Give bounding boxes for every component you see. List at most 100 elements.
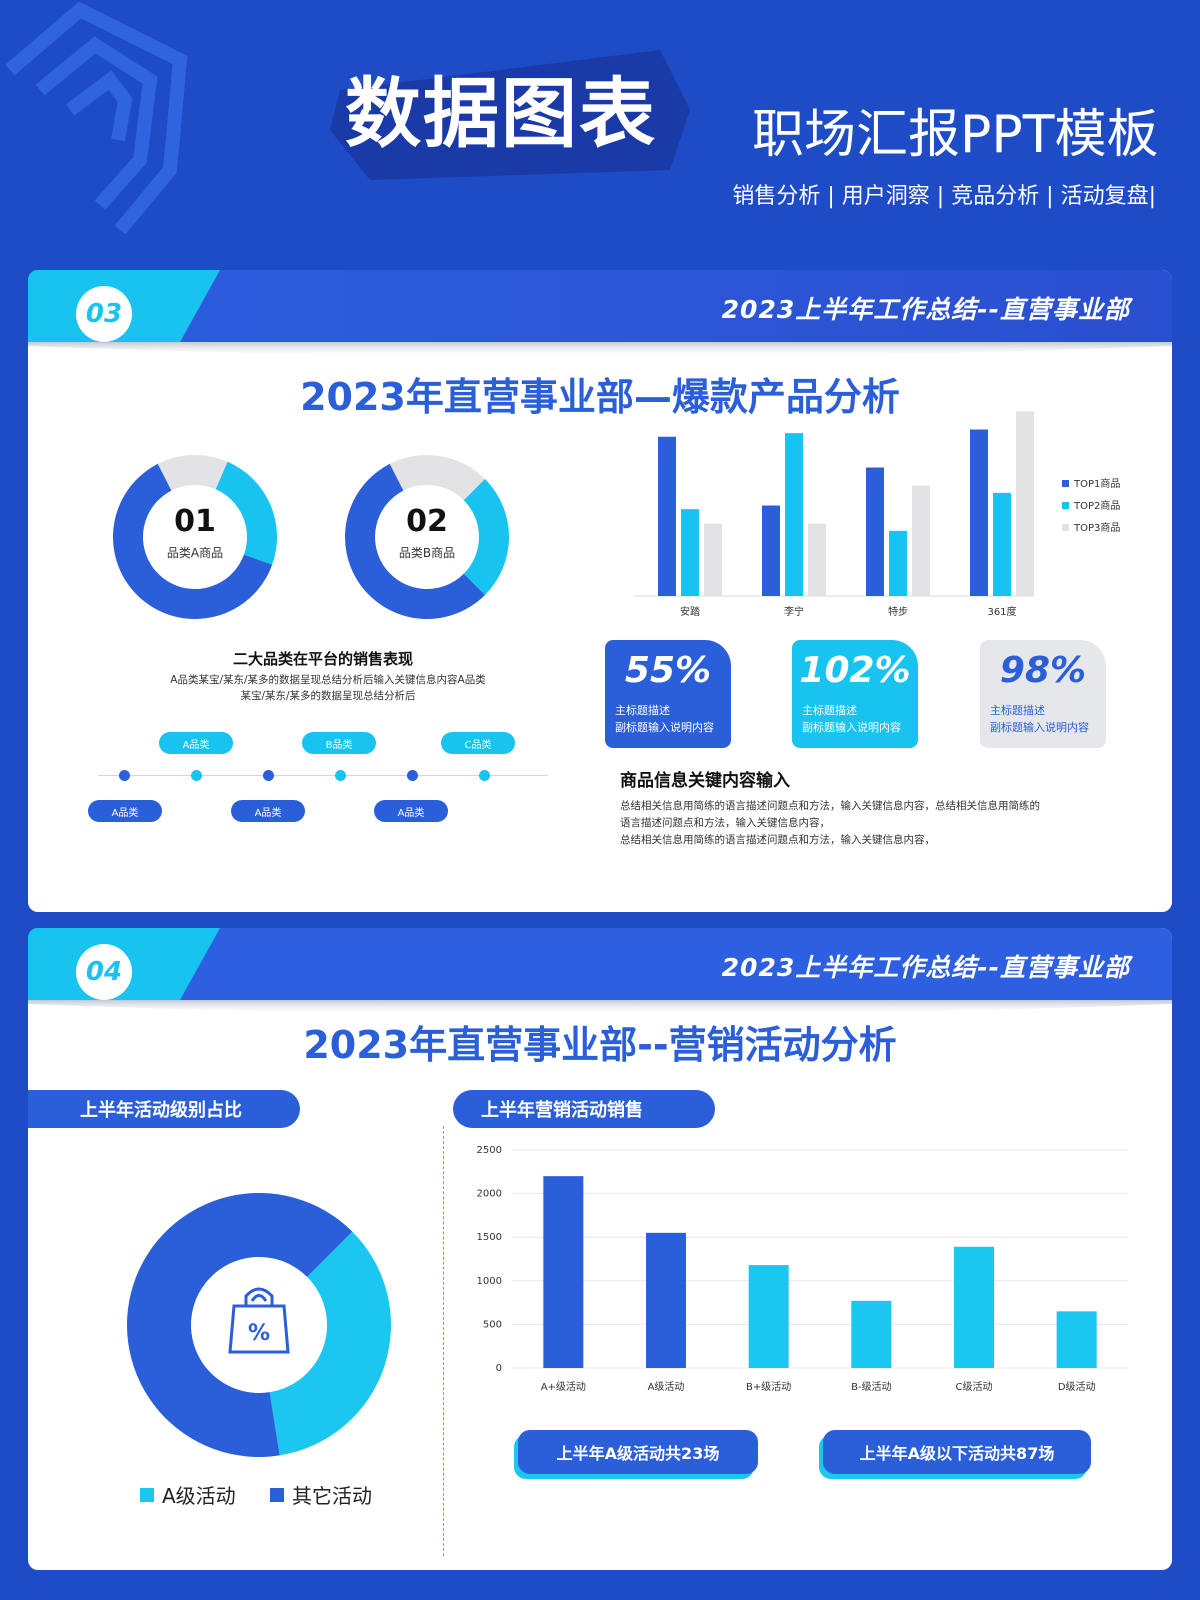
legend-swatch [1062, 524, 1069, 531]
slide-number-badge: 03 [76, 286, 132, 342]
tab-activity-level: 上半年活动级别占比 [28, 1090, 300, 1128]
x-tick-label: A级活动 [648, 1381, 685, 1393]
stat-value: 55% [624, 650, 712, 691]
donut-b-label: 品类B商品 [398, 546, 456, 560]
section-title: 2023年直营事业部—爆款产品分析 [300, 375, 900, 419]
stat-value: 102% [799, 650, 911, 691]
x-tick-label: 李宁 [784, 605, 804, 618]
timeline-dot [263, 770, 274, 781]
pie-center [193, 1259, 325, 1391]
shopping-bag-icon [228, 1287, 290, 1354]
category-pill: B品类 [302, 732, 376, 754]
summary-a-level: 上半年A级活动共23场 [518, 1430, 758, 1474]
stat-line2: 副标题输入说明内容 [990, 721, 1089, 734]
timeline-dot [191, 770, 202, 781]
y-tick-label: 2500 [477, 1145, 502, 1156]
summary-below-a: 上半年A级以下活动共87场 [823, 1430, 1091, 1474]
x-tick-label: B+级活动 [746, 1381, 791, 1393]
legend-label: A级活动 [162, 1484, 236, 1508]
bar-TOP2商品 [993, 492, 1011, 596]
legend-label: TOP1商品 [1073, 477, 1120, 490]
pie-slice-其它活动 [127, 1193, 353, 1457]
activity-level-donut: % [127, 1193, 391, 1457]
header-band [28, 270, 1172, 342]
y-tick-label: 500 [483, 1319, 502, 1330]
x-tick-label: B-级活动 [851, 1381, 891, 1393]
info-line: 总结相关信息用简练的语言描述问题点和方法，输入关键信息内容， [620, 834, 935, 846]
pie-slice-A级活动 [269, 1231, 391, 1456]
bar-TOP2商品 [889, 530, 907, 596]
slide-04-card: 04 2023上半年工作总结--直营事业部 2023年直营事业部--营销活动分析… [28, 928, 1172, 1570]
donut-segment [157, 455, 228, 491]
donut-b-svg [345, 455, 509, 619]
timeline-line [98, 775, 548, 776]
bar-TOP1商品 [658, 436, 676, 596]
donut-chart-b: 02 品类B商品 [342, 452, 512, 622]
info-line: 语言描述问题点和方法，输入关键信息内容， [620, 817, 830, 829]
x-tick-label: A+级活动 [541, 1381, 586, 1393]
slide-03-card: 03 2023上半年工作总结--直营事业部 2023年直营事业部—爆款产品分析 … [28, 270, 1172, 912]
band-text: 2023上半年工作总结--直营事业部 [721, 953, 1130, 982]
stat-line2: 副标题输入说明内容 [615, 721, 714, 734]
donut-segment [215, 461, 277, 565]
donut-a-label: 品类A商品 [166, 546, 224, 560]
timeline-dot [407, 770, 418, 781]
page-header: 数据图表 职场汇报PPT模板 销售分析 | 用户洞察 | 竞品分析 | 活动复盘… [0, 0, 1200, 260]
legend-swatch [1062, 480, 1069, 487]
timeline-dot [119, 770, 130, 781]
bar-TOP3商品 [704, 523, 722, 596]
page-title: 数据图表 [345, 69, 657, 158]
page-subtitle: 职场汇报PPT模板 [752, 105, 1159, 165]
activity-sales-bar-chart: 0 500 1000 1500 2000 2500 A+级活动 A级活动 B+级活动 B-级活动 C… [477, 1145, 1128, 1393]
y-tick-label: 0 [496, 1363, 502, 1374]
performance-description: A品类某宝/某东/某多的数据呈现总结分析后输入关键信息内容A品类某宝/某东/某多… [170, 674, 486, 702]
slide-number-badge: 04 [76, 944, 132, 1000]
page-tags: 销售分析 | 用户洞察 | 竞品分析 | 活动复盘| [732, 184, 1156, 209]
category-pill: A品类 [88, 800, 162, 822]
bar-TOP3商品 [1016, 411, 1034, 596]
legend-label: TOP3商品 [1073, 521, 1120, 534]
x-tick-label: 安踏 [680, 605, 700, 618]
bar-TOP1商品 [762, 505, 780, 596]
stat-card-98: 98% 主标题描述 副标题输入说明内容 [980, 640, 1106, 748]
stat-value: 98% [999, 650, 1087, 691]
bar-TOP2商品 [785, 433, 803, 596]
legend-label: 其它活动 [292, 1484, 372, 1508]
percent-glyph: % [248, 1321, 270, 1346]
bar-TOP1商品 [866, 467, 884, 596]
bar-A级活动 [646, 1232, 686, 1368]
band-shadow [28, 342, 1172, 357]
bar-TOP2商品 [681, 509, 699, 596]
category-pill: C品类 [441, 732, 515, 754]
x-tick-label: 361度 [987, 605, 1016, 618]
title-brush-background [330, 50, 690, 180]
stat-line2: 副标题输入说明内容 [802, 721, 901, 734]
bar-A+级活动 [543, 1176, 584, 1368]
stat-line1: 主标题描述 [615, 704, 670, 717]
y-tick-label: 1500 [477, 1232, 502, 1243]
info-title: 商品信息关键内容输入 [620, 771, 790, 791]
donut-a-number: 01 [174, 504, 216, 539]
bar-D级活动 [1056, 1311, 1097, 1368]
category-pill: A品类 [374, 800, 448, 822]
stat-line1: 主标题描述 [990, 704, 1045, 717]
category-pill: A品类 [159, 732, 233, 754]
performance-title: 二大品类在平台的销售表现 [232, 650, 413, 668]
decorative-lines-graphic [5, 1, 188, 235]
bar-TOP3商品 [912, 485, 930, 596]
legend-item-other: 其它活动 [270, 1480, 372, 1509]
legend-item-a: A级活动 [140, 1480, 236, 1509]
donut-chart-a: 01 品类A商品 [110, 452, 280, 622]
band-text: 2023上半年工作总结--直营事业部 [721, 295, 1130, 324]
bar-TOP1商品 [970, 429, 988, 596]
y-tick-label: 2000 [477, 1189, 502, 1200]
tab-activity-sales: 上半年营销活动销售 [453, 1090, 715, 1128]
bar-B+级活动 [748, 1265, 789, 1368]
info-line: 总结相关信息用简练的语言描述问题点和方法，输入关键信息内容，总结相关信息用简练的 [620, 800, 1040, 812]
bar-C级活动 [954, 1246, 994, 1368]
donut-segment [112, 463, 273, 619]
donut-a-svg [112, 455, 277, 619]
timeline-dot [335, 770, 346, 781]
info-text: 总结相关信息用简练的语言描述问题点和方法，输入关键信息内容，总结相关信息用简练的… [620, 798, 1120, 849]
x-tick-label: 特步 [888, 606, 908, 618]
